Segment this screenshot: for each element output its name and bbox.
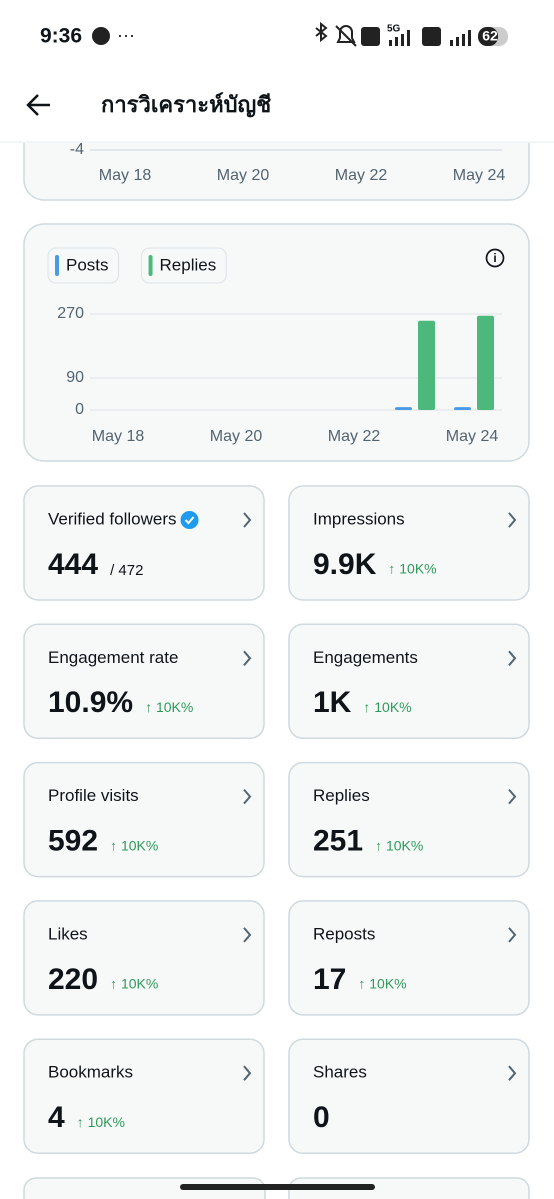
bar	[395, 407, 412, 410]
metric-change: ↑ 10K%	[358, 976, 406, 992]
y-tick-label: 0	[75, 401, 84, 418]
legend-label: Posts	[66, 255, 109, 274]
metric-detail: / 472	[110, 562, 143, 579]
metric-value: 17	[313, 963, 346, 996]
legend-swatch	[148, 255, 153, 276]
y-tick-label: -4	[70, 141, 84, 158]
chevron	[508, 1065, 517, 1081]
metric-label: Shares	[313, 1063, 367, 1082]
x-tick-label: May 18	[99, 167, 152, 184]
x-tick-label: May 22	[335, 167, 388, 184]
metric-card[interactable]	[23, 761, 265, 878]
mute-icon	[335, 25, 357, 47]
legend-item[interactable]	[141, 247, 227, 284]
info-button[interactable]	[485, 248, 505, 268]
metric-change: ↑ 10K%	[388, 561, 436, 577]
chart-top: -4 May 18 May 20 May 22 May 24	[70, 141, 506, 184]
back-button[interactable]	[26, 94, 50, 116]
metric-value: 592	[48, 825, 98, 858]
metric-change: ↑ 10K%	[110, 976, 158, 992]
metric-change: ↑ 10K%	[110, 837, 158, 853]
metric-card[interactable]	[288, 761, 530, 878]
verified-check	[184, 516, 195, 525]
metric-change: ↑ 10K%	[77, 1114, 125, 1130]
metric-card[interactable]	[23, 900, 265, 1016]
battery-text: 62	[482, 28, 498, 44]
home-indicator	[180, 1184, 375, 1190]
metric-card[interactable]	[23, 623, 265, 740]
status-more: ···	[117, 25, 135, 45]
metric-label: Replies	[313, 786, 370, 805]
metric-card[interactable]	[288, 1038, 530, 1154]
messenger-icon	[92, 27, 110, 45]
chevron	[243, 927, 252, 943]
chart-main: Posts Replies 0 90 270 May 18 May 20 May 22 May …	[47, 247, 502, 445]
x-tick-label: May 22	[328, 428, 381, 445]
chevron	[508, 927, 517, 943]
verified-badge	[180, 511, 199, 529]
legend-swatch	[55, 255, 59, 276]
chevron	[243, 788, 252, 805]
x-tick-label: May 24	[446, 428, 499, 445]
metric-value: 4	[48, 1101, 65, 1134]
chevron	[508, 650, 517, 666]
chevron	[508, 788, 517, 805]
chart-card-top	[23, 143, 530, 201]
volte-icon	[422, 27, 441, 46]
bar	[418, 320, 435, 410]
signal-icon	[450, 30, 471, 46]
chevron	[508, 512, 517, 528]
metric-card[interactable]	[23, 1038, 265, 1154]
metric-label: Reposts	[313, 924, 375, 943]
battery-level	[478, 27, 498, 46]
metric-grid: Verified followers 444 / 472 Impressions 9.9…	[23, 485, 530, 1154]
status-time: 9:36	[40, 25, 82, 48]
y-tick-label: 270	[57, 305, 84, 322]
metric-value: 10.9%	[48, 686, 133, 719]
legend-label: Replies	[160, 255, 217, 274]
metric-value: 0	[313, 1101, 330, 1134]
metric-value: 444	[48, 548, 98, 581]
network-label: 5G	[387, 24, 401, 35]
signal-icon	[389, 30, 410, 46]
metric-value: 251	[313, 825, 363, 858]
y-tick-label: 90	[66, 369, 84, 386]
chevron	[243, 512, 252, 528]
metric-card[interactable]	[288, 485, 530, 601]
metric-label: Verified followers	[48, 509, 177, 528]
volte-icon	[361, 27, 380, 46]
metric-label: Likes	[48, 924, 88, 943]
metric-change: ↑ 10K%	[375, 837, 423, 853]
metric-change: ↑ 10K%	[145, 699, 193, 715]
metric-label: Impressions	[313, 509, 405, 528]
metric-card[interactable]	[288, 623, 530, 740]
metric-card[interactable]	[23, 485, 265, 601]
metric-value: 9.9K	[313, 548, 377, 581]
metric-card[interactable]	[288, 900, 530, 1016]
bar	[454, 407, 471, 410]
x-tick-label: May 18	[92, 428, 145, 445]
chevron	[243, 1065, 252, 1081]
header-title: การวิเคราะห์บัญชี	[101, 92, 271, 118]
metric-label: Engagement rate	[48, 648, 178, 667]
x-tick-label: May 20	[217, 167, 270, 184]
metric-change: ↑ 10K%	[363, 699, 411, 715]
metric-label: Bookmarks	[48, 1063, 133, 1082]
metric-label: Engagements	[313, 648, 418, 667]
x-tick-label: May 20	[210, 428, 263, 445]
x-tick-label: May 24	[453, 167, 506, 184]
bluetooth-icon	[315, 21, 328, 43]
chevron	[243, 650, 252, 666]
legend-item[interactable]	[47, 247, 120, 284]
bar	[477, 315, 494, 410]
metric-value: 220	[48, 963, 98, 996]
info-glyph: i	[493, 251, 496, 265]
metric-value: 1K	[313, 686, 352, 719]
metric-label: Profile visits	[48, 786, 139, 805]
